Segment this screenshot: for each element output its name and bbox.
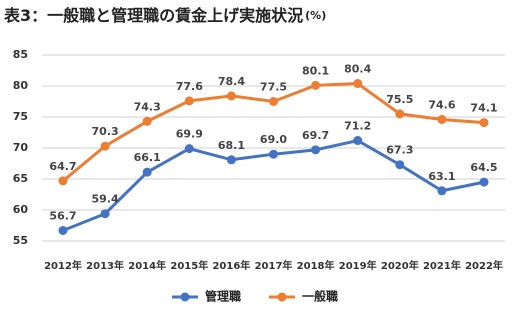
legend-marker	[277, 292, 287, 302]
data-label: 77.5	[260, 81, 287, 94]
data-point	[58, 176, 68, 186]
data-label: 78.4	[218, 75, 245, 88]
x-tick-label: 2014年	[128, 259, 166, 272]
data-point	[395, 160, 405, 170]
data-label: 80.4	[344, 63, 371, 76]
title-unit: (%)	[305, 9, 326, 22]
data-label: 77.6	[176, 80, 203, 93]
title-text: 表3：一般職と管理職の賃金上げ実施状況	[3, 6, 303, 25]
data-point	[479, 177, 489, 187]
legend-label: 一般職	[302, 289, 338, 304]
data-point	[353, 136, 363, 146]
x-tick-label: 2018年	[297, 259, 335, 272]
x-tick-label: 2012年	[44, 259, 82, 272]
x-tick-label: 2019年	[339, 259, 377, 272]
data-point	[269, 97, 278, 106]
legend-item: 一般職	[269, 289, 338, 304]
legend-label: 管理職	[205, 289, 241, 304]
legend-marker	[180, 292, 190, 302]
data-label: 56.7	[49, 209, 76, 222]
x-tick-label: 2022年	[465, 259, 503, 272]
data-point	[437, 114, 447, 124]
x-tick-label: 2015年	[170, 259, 208, 272]
data-point	[395, 109, 405, 119]
y-tick-label: 85	[13, 48, 28, 61]
data-label: 69.0	[260, 133, 287, 146]
x-tick-label: 2013年	[86, 259, 124, 272]
data-label: 66.1	[134, 151, 161, 164]
data-label: 59.4	[92, 193, 119, 206]
data-point	[100, 209, 110, 219]
data-point	[437, 186, 447, 196]
data-point	[479, 118, 489, 128]
data-label: 74.6	[428, 98, 455, 111]
data-point	[311, 145, 321, 155]
x-tick-label: 2021年	[423, 259, 461, 272]
y-tick-label: 65	[13, 172, 28, 185]
chart-title: 表3：一般職と管理職の賃金上げ実施状況 (%)	[3, 6, 326, 25]
data-label: 64.5	[470, 161, 497, 174]
y-tick-label: 70	[13, 141, 29, 154]
y-tick-label: 60	[13, 203, 29, 216]
data-point	[226, 155, 236, 165]
data-label: 75.5	[386, 93, 413, 106]
x-tick-label: 2017年	[255, 259, 293, 272]
data-point	[184, 144, 194, 154]
data-point	[142, 167, 152, 177]
data-point	[353, 79, 363, 89]
y-tick-label: 55	[13, 234, 28, 247]
data-label: 74.3	[134, 100, 161, 113]
data-point	[142, 116, 152, 126]
data-label: 68.1	[218, 139, 245, 152]
data-label: 80.1	[302, 64, 329, 77]
x-tick-label: 2020年	[381, 259, 419, 272]
data-label: 69.7	[302, 129, 329, 142]
data-point	[269, 149, 278, 159]
data-label: 69.9	[176, 128, 203, 141]
data-point	[58, 225, 68, 235]
x-tick-label: 2016年	[212, 259, 250, 272]
y-tick-label: 75	[13, 110, 28, 123]
data-label: 71.2	[344, 120, 371, 133]
data-point	[100, 141, 110, 151]
data-label: 64.7	[49, 160, 76, 173]
data-point	[311, 80, 321, 90]
data-point	[184, 96, 194, 106]
legend-item: 管理職	[172, 289, 241, 304]
y-tick-label: 80	[13, 79, 29, 92]
data-label: 74.1	[470, 102, 497, 115]
data-label: 67.3	[386, 144, 413, 157]
data-point	[226, 91, 236, 101]
data-label: 63.1	[428, 170, 455, 183]
data-label: 70.3	[92, 125, 119, 138]
